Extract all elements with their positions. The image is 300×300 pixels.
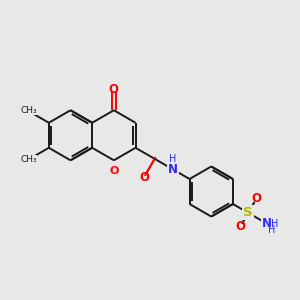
Text: O: O [109, 166, 119, 176]
Text: H: H [169, 154, 177, 164]
Text: H: H [271, 219, 278, 229]
Text: N: N [168, 163, 178, 176]
Text: O: O [139, 171, 149, 184]
Text: CH₃: CH₃ [20, 155, 37, 164]
Text: O: O [235, 220, 245, 233]
Text: CH₃: CH₃ [20, 106, 37, 116]
Text: O: O [251, 192, 261, 205]
Text: N: N [262, 217, 272, 230]
Text: O: O [109, 82, 119, 95]
Text: H: H [268, 225, 275, 235]
Text: S: S [243, 206, 253, 219]
